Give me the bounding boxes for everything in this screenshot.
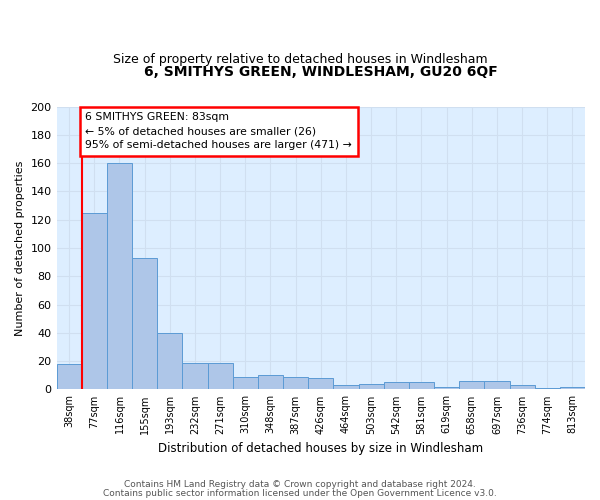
Bar [107,163,132,390]
Bar [459,381,484,390]
Bar [132,258,157,390]
Bar [409,382,434,390]
Bar [208,362,233,390]
Bar [258,376,283,390]
Text: 6 SMITHYS GREEN: 83sqm
← 5% of detached houses are smaller (26)
95% of semi-deta: 6 SMITHYS GREEN: 83sqm ← 5% of detached … [85,112,352,150]
Text: Size of property relative to detached houses in Windlesham: Size of property relative to detached ho… [113,52,487,66]
Bar [509,385,535,390]
Bar [157,333,182,390]
Bar [182,362,208,390]
Bar [283,376,308,390]
Bar [484,381,509,390]
Bar [233,376,258,390]
Bar [334,385,359,390]
Bar [82,212,107,390]
X-axis label: Distribution of detached houses by size in Windlesham: Distribution of detached houses by size … [158,442,484,455]
Bar [434,386,459,390]
Bar [56,364,82,390]
Y-axis label: Number of detached properties: Number of detached properties [15,160,25,336]
Title: 6, SMITHYS GREEN, WINDLESHAM, GU20 6QF: 6, SMITHYS GREEN, WINDLESHAM, GU20 6QF [144,65,497,79]
Bar [535,388,560,390]
Bar [359,384,383,390]
Bar [560,386,585,390]
Text: Contains public sector information licensed under the Open Government Licence v3: Contains public sector information licen… [103,488,497,498]
Bar [383,382,409,390]
Text: Contains HM Land Registry data © Crown copyright and database right 2024.: Contains HM Land Registry data © Crown c… [124,480,476,489]
Bar [308,378,334,390]
